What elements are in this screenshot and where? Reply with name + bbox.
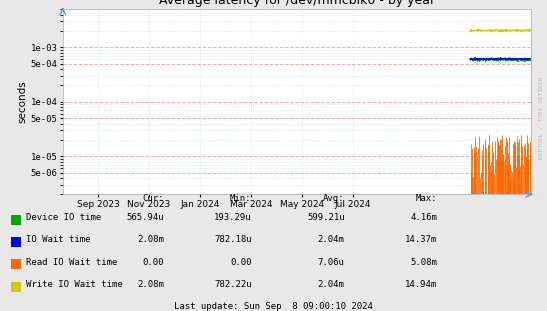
Text: Max:: Max: — [416, 193, 438, 202]
Text: 2.04m: 2.04m — [318, 280, 345, 289]
Text: 782.22u: 782.22u — [214, 280, 252, 289]
Text: 565.94u: 565.94u — [126, 213, 164, 222]
Text: Last update: Sun Sep  8 09:00:10 2024: Last update: Sun Sep 8 09:00:10 2024 — [174, 302, 373, 311]
Text: 5.08m: 5.08m — [411, 258, 438, 267]
Text: 7.06u: 7.06u — [318, 258, 345, 267]
Text: 2.08m: 2.08m — [137, 280, 164, 289]
Text: 14.37m: 14.37m — [405, 235, 438, 244]
Text: IO Wait time: IO Wait time — [26, 235, 91, 244]
Y-axis label: seconds: seconds — [18, 81, 28, 123]
Text: 0.00: 0.00 — [230, 258, 252, 267]
Text: 2.04m: 2.04m — [318, 235, 345, 244]
Text: Cur:: Cur: — [143, 193, 164, 202]
Text: 599.21u: 599.21u — [307, 213, 345, 222]
Text: Avg:: Avg: — [323, 193, 345, 202]
Text: Read IO Wait time: Read IO Wait time — [26, 258, 118, 267]
Text: RRDTOOL / TOBI OETIKER: RRDTOOL / TOBI OETIKER — [538, 77, 543, 160]
Title: Average latency for /dev/mmcblk0 - by year: Average latency for /dev/mmcblk0 - by ye… — [159, 0, 435, 7]
Text: Device IO time: Device IO time — [26, 213, 102, 222]
Text: Write IO Wait time: Write IO Wait time — [26, 280, 123, 289]
Text: 193.29u: 193.29u — [214, 213, 252, 222]
Text: 14.94m: 14.94m — [405, 280, 438, 289]
Text: 2.08m: 2.08m — [137, 235, 164, 244]
Text: 4.16m: 4.16m — [411, 213, 438, 222]
Text: 0.00: 0.00 — [143, 258, 164, 267]
Text: Min:: Min: — [230, 193, 252, 202]
Text: 782.18u: 782.18u — [214, 235, 252, 244]
